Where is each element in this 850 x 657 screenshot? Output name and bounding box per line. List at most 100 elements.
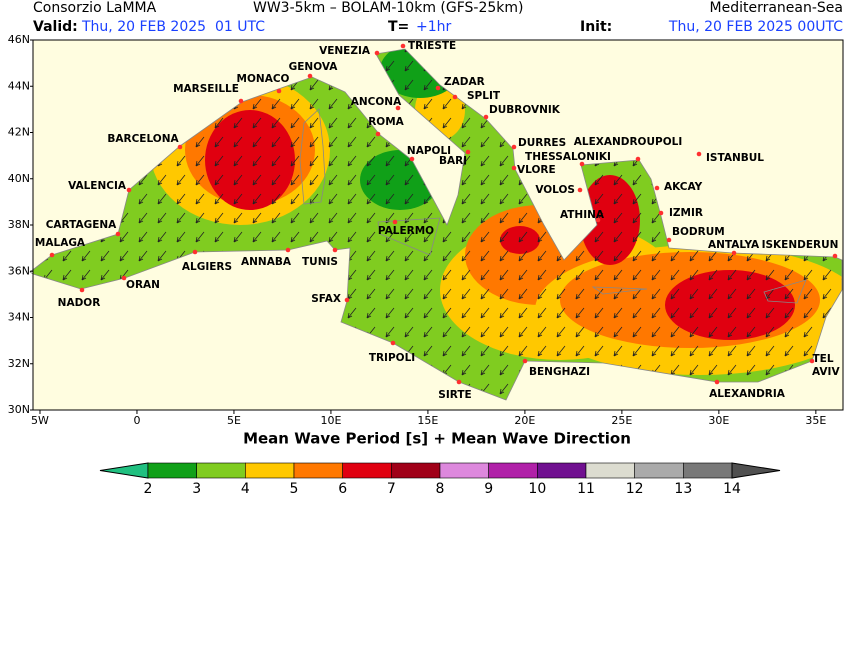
city-label: TRIESTE [408,40,456,52]
city-dot [285,247,291,253]
city-label: GENOVA [289,61,339,73]
city-label: ISKENDERUN [762,239,839,251]
city-label: BODRUM [672,226,725,238]
y-tick-label: 30N [8,403,30,416]
colorbar-label: 3 [192,481,201,497]
city-label: TEL AVIV [812,353,840,378]
x-tick-label: 35E [805,414,826,427]
city-label: MONACO [237,73,290,85]
city-label: ALEXANDRIA [709,388,786,400]
city-label: CARTAGENA [46,219,117,231]
colorbar-bin [391,462,441,479]
city-label: TUNIS [302,256,338,268]
city-label: BARI [439,155,467,167]
city-label: ZADAR [444,76,485,88]
city-dot [115,231,121,237]
city-label: DURRES [518,137,566,149]
city-label: VENEZIA [319,45,371,57]
city-label: ALEXANDROUPOLI [574,136,682,148]
colorbar-arrow [731,462,781,479]
x-tick-label: 5E [227,414,241,427]
city-label: SFAX [311,293,341,305]
city-label: ATHINA [560,209,605,221]
city-dot [635,156,641,162]
colorbar-label: 4 [241,481,250,497]
colorbar-label: 8 [436,481,445,497]
colorbar-bin [634,462,684,479]
colorbar-label: 13 [674,481,692,497]
city-dot [400,43,406,49]
colorbar-bin [196,462,246,479]
city-dot [409,156,415,162]
city-dot [332,247,338,253]
city-dot [809,358,815,364]
colorbar-arrow [99,462,149,479]
step-label: T= [388,19,409,35]
city-dot [595,217,601,223]
city-label: ANTALYA [708,239,760,251]
colorbar-label: 9 [484,481,493,497]
city-label: VALENCIA [68,180,127,192]
city-label: TRIPOLI [369,352,415,364]
city-label: PALERMO [378,225,434,237]
init-label: Init: [580,19,612,35]
x-tick-label: 10E [320,414,341,427]
city-label: VOLOS [535,184,575,196]
y-tick-label: 44N [8,79,30,92]
city-dot [49,252,55,258]
city-dot [126,187,132,193]
city-dot [577,187,583,193]
y-tick-label: 46N [8,33,30,46]
colorbar-bin [293,462,343,479]
city-label: MALAGA [35,237,86,249]
x-tick-label: 0 [133,414,140,427]
city-label: IZMIR [669,207,703,219]
city-dot [511,144,517,150]
city-dot [375,131,381,137]
y-tick-label: 34N [8,311,30,324]
colorbar-bin [342,462,392,479]
city-dot [456,379,462,385]
models: WW3-5km – BOLAM-10km (GFS-25km) [253,0,524,16]
city-label: NAPOLI [407,145,451,157]
city-dot [696,151,702,157]
valid-label: Valid: [33,19,78,35]
colorbar-label: 2 [144,481,153,497]
city-dot [435,85,441,91]
city-dot [344,297,350,303]
colorbar-label: 11 [577,481,595,497]
city-label: NADOR [58,297,101,309]
x-tick-label: 25E [611,414,632,427]
colorbar-label: 7 [387,481,396,497]
y-tick-label: 40N [8,172,30,185]
city-label: ANNABA [241,256,292,268]
x-tick-label: 20E [514,414,535,427]
colorbar-bin [439,462,489,479]
city-dot [511,165,517,171]
x-tick-label: 30E [708,414,729,427]
colorbar-bin [585,462,635,479]
colorbar-bin [537,462,587,479]
city-dot [392,219,398,225]
city-dot [658,210,664,216]
city-dot [666,237,672,243]
colorbar-label: 10 [528,481,546,497]
y-tick-label: 32N [8,357,30,370]
x-tick-label: 15E [417,414,438,427]
city-dot [395,105,401,111]
city-dot [452,94,458,100]
map-title: Mean Wave Period [s] + Mean Wave Directi… [243,430,631,448]
city-label: DUBROVNIK [489,104,561,116]
valid-time: Thu, 20 FEB 2025 01 UTC [81,19,265,35]
city-dot [832,253,838,259]
city-dot [121,275,127,281]
city-label: THESSALONIKI [525,151,611,163]
colorbar-bin [488,462,538,479]
colorbar-label: 6 [338,481,347,497]
city-label: ALGIERS [182,261,232,273]
city-label: ISTANBUL [706,152,764,164]
colorbar-label: 5 [290,481,299,497]
y-tick-label: 38N [8,218,30,231]
